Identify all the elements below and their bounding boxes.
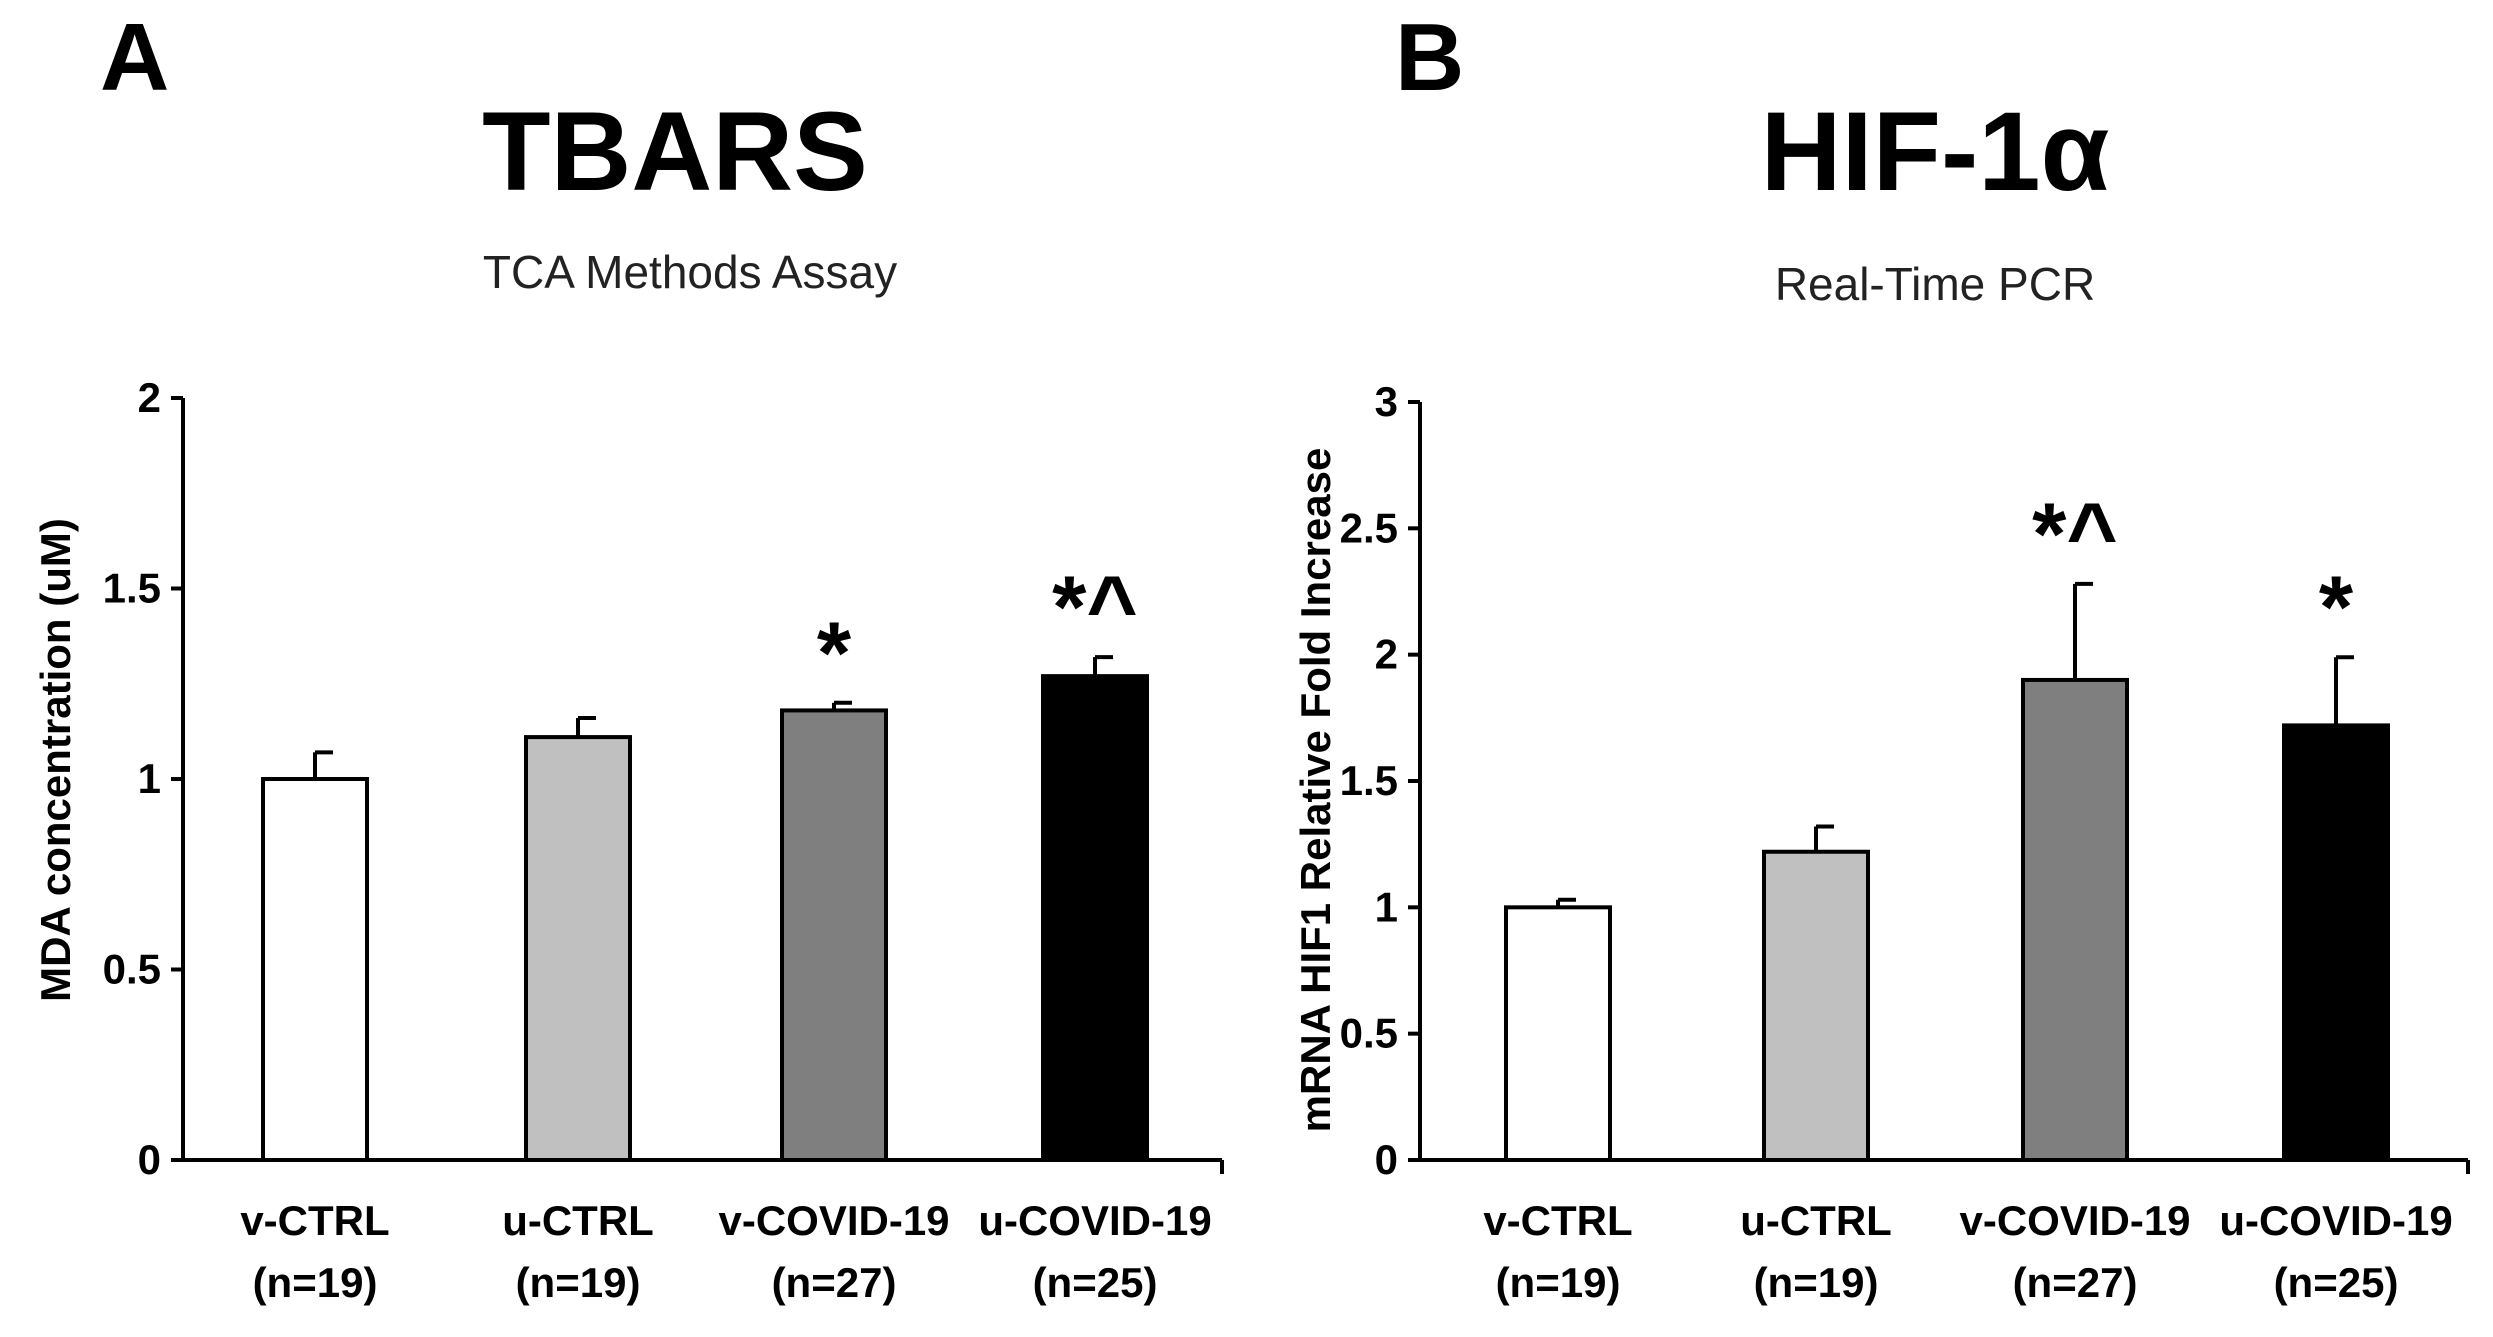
panel-b-significance-3: *^ — [2032, 484, 2118, 583]
panel-b-category-n-1: (n=19) — [1496, 1259, 1621, 1306]
panel-a-subtitle: TCA Methods Assay — [483, 246, 897, 298]
panel-a-title: TBARS — [482, 89, 868, 214]
panel-b-letter: B — [1395, 4, 1464, 111]
panel-a-category-label-4: u-COVID-19 — [978, 1197, 1211, 1244]
panel-a-y-tick-label: 1 — [138, 755, 161, 802]
panel-b-category-n-2: (n=19) — [1754, 1259, 1879, 1306]
panel-b-y-tick-label: 0 — [1375, 1136, 1398, 1183]
panel-a-category-n-2: (n=19) — [516, 1259, 641, 1306]
panel-b-category-label-3: v-COVID-19 — [1959, 1197, 2190, 1244]
panel-b-category-label-1: v-CTRL — [1483, 1197, 1632, 1244]
panel-a-y-axis-title: MDA concentration (uM) — [32, 518, 79, 1002]
panel-a-category-label-1: v-CTRL — [240, 1197, 389, 1244]
panel-a-category-n-3: (n=27) — [772, 1259, 897, 1306]
panel-b-bar-3 — [2021, 677, 2129, 1163]
panel-b-bar-4 — [2282, 723, 2390, 1162]
panel-b-y-tick-label: 3 — [1375, 378, 1398, 425]
panel-b-significance-4: * — [2319, 557, 2354, 656]
panel-b-category-label-4: u-COVID-19 — [2219, 1197, 2452, 1244]
panel-a-category-label-2: u-CTRL — [502, 1197, 654, 1244]
panel-a-bar-1 — [261, 777, 369, 1162]
panel-a-y-tick-label: 0.5 — [103, 946, 161, 993]
panel-b-category-label-2: u-CTRL — [1740, 1197, 1892, 1244]
panel-b-y-axis-title: mRNA HIF1 Relative Fold Increase — [1292, 448, 1339, 1133]
panel-b-y-tick-label: 0.5 — [1340, 1010, 1398, 1057]
panel-a-bar-2 — [524, 735, 632, 1163]
panel-a-bar-4 — [1041, 674, 1149, 1162]
panel-b-category-n-3: (n=27) — [2013, 1259, 2138, 1306]
panel-b-y-tick-label: 1.5 — [1340, 757, 1398, 804]
panel-a-letter: A — [100, 4, 169, 111]
panel-a-y-tick-label: 1.5 — [103, 565, 161, 612]
panel-a-bar-3 — [780, 708, 888, 1162]
panel-b-title: HIF-1α — [1761, 89, 2110, 214]
panel-b-bar-1 — [1504, 905, 1612, 1162]
panel-b-y-tick-label: 2 — [1375, 631, 1398, 678]
panel-b-y-tick-label: 1 — [1375, 883, 1398, 930]
panel-a-category-n-1: (n=19) — [253, 1259, 378, 1306]
panel-b-y-tick-label: 2.5 — [1340, 504, 1398, 551]
panel-b-category-n-4: (n=25) — [2274, 1259, 2399, 1306]
panel-a-significance-3: * — [817, 603, 852, 702]
panel-a-category-n-4: (n=25) — [1033, 1259, 1158, 1306]
panel-a-category-label-3: v-COVID-19 — [718, 1197, 949, 1244]
panel-a-y-tick-label: 0 — [138, 1136, 161, 1183]
panel-b-subtitle: Real-Time PCR — [1775, 258, 2095, 310]
panel-a-y-tick-label: 2 — [138, 374, 161, 421]
panel-a-significance-4: *^ — [1052, 557, 1138, 656]
panel-b-bar-2 — [1762, 849, 1870, 1162]
